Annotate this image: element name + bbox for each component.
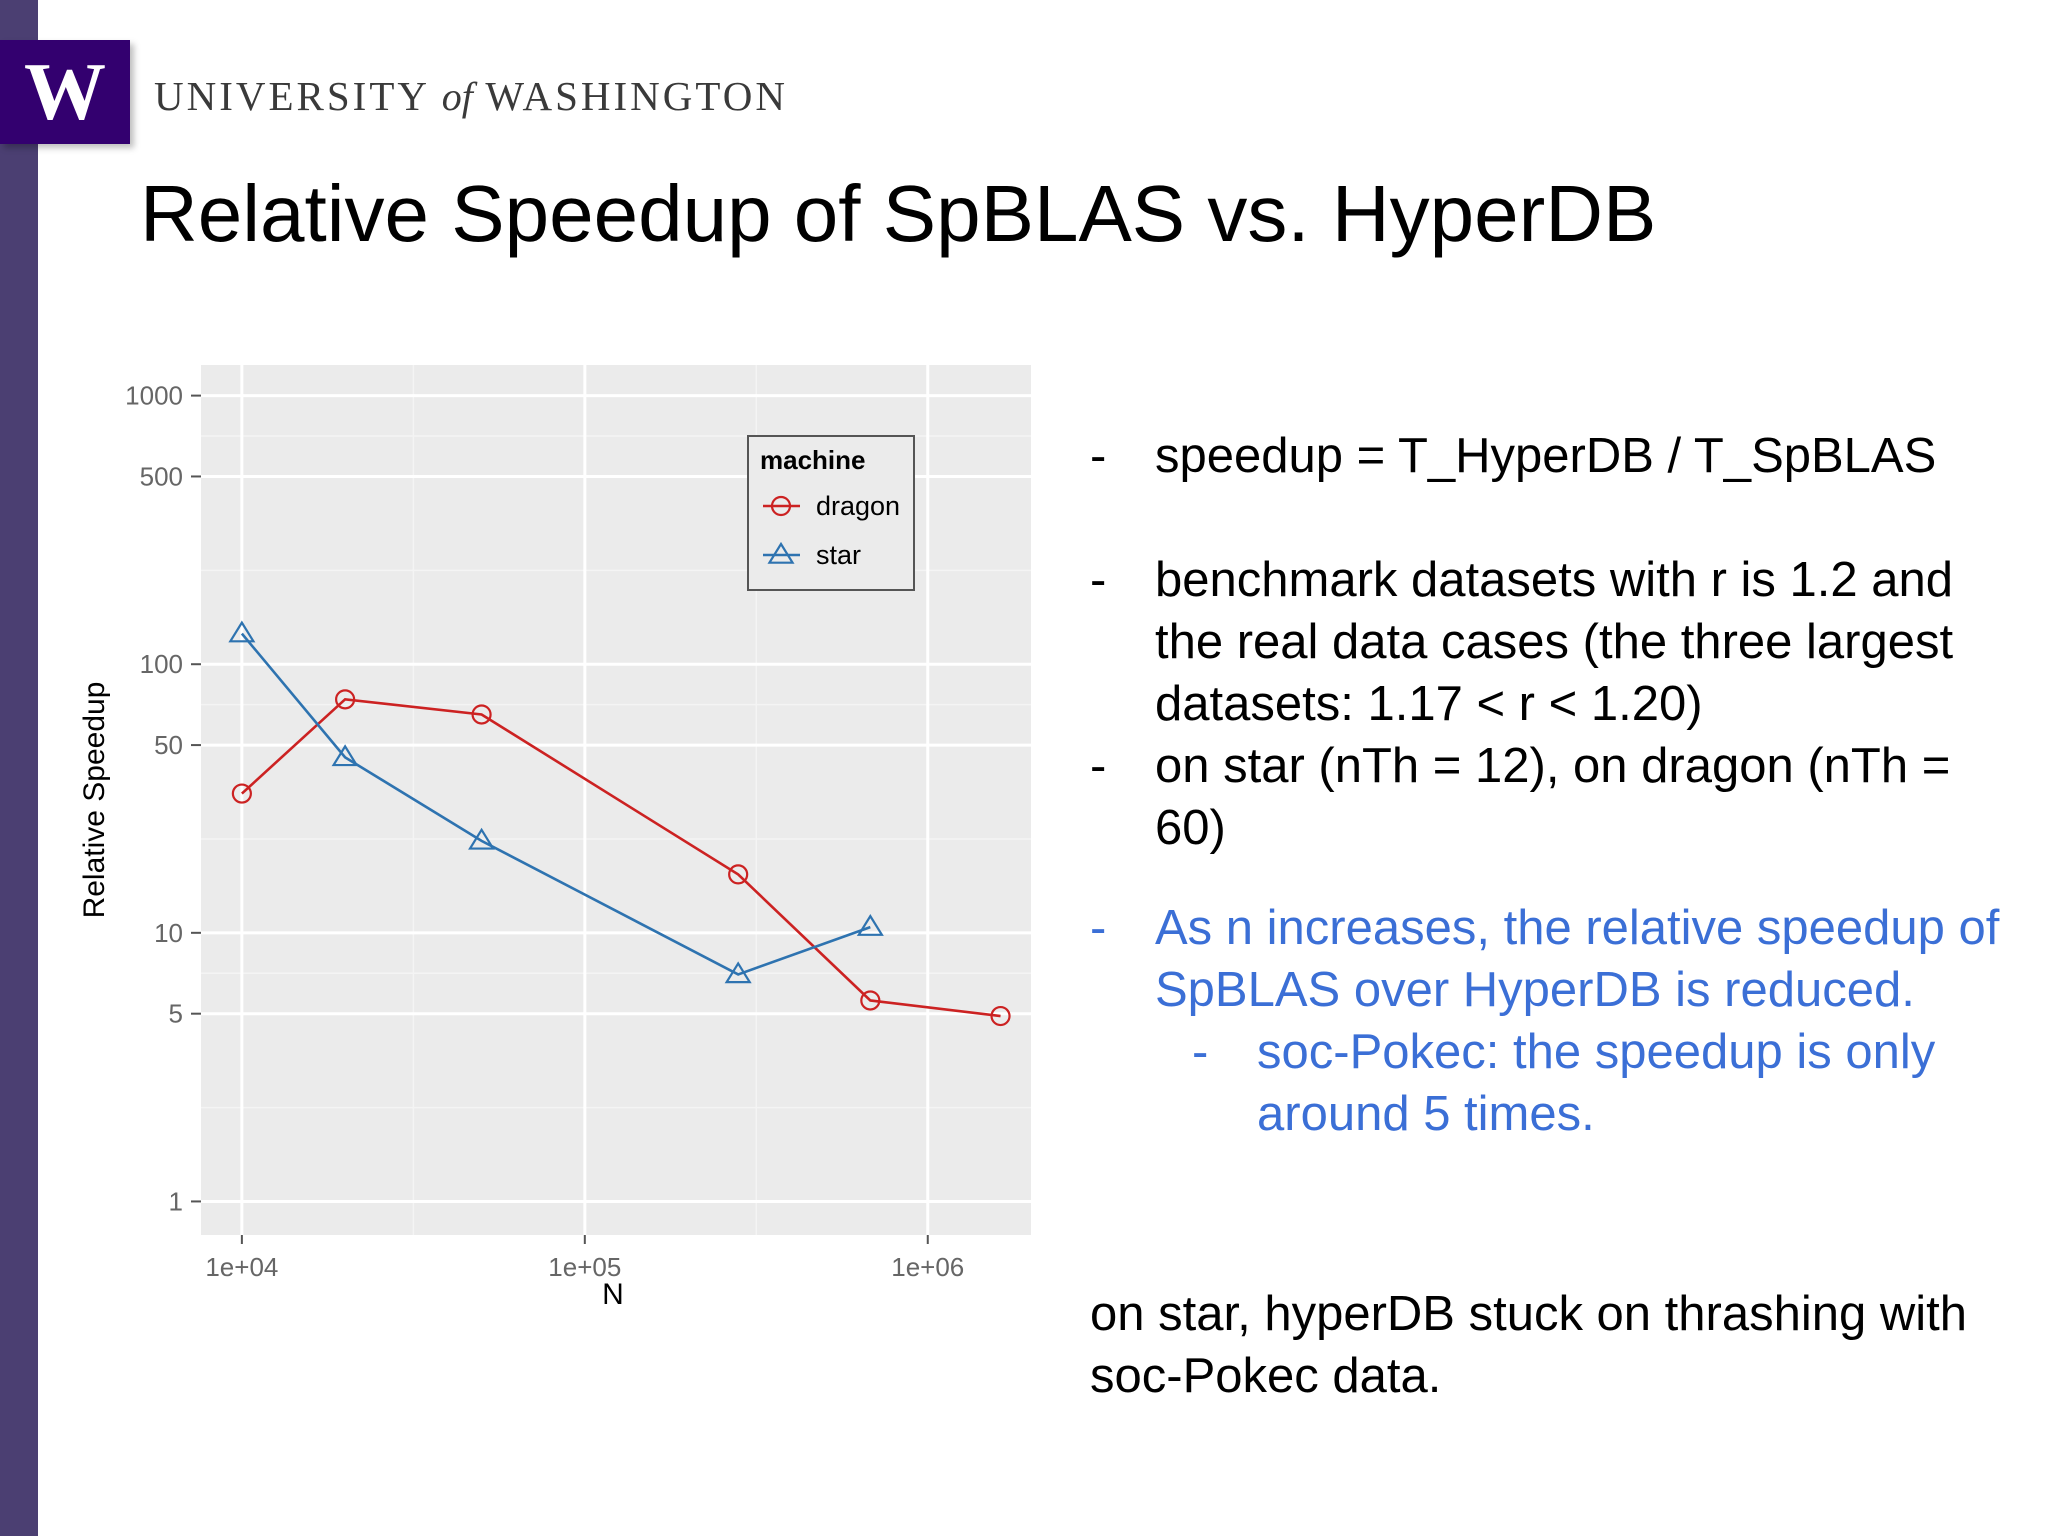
bullet-dash: - [1090,901,1107,955]
y-tick-label: 10 [154,918,183,948]
university-logo: W [0,40,130,144]
point-star [724,961,752,984]
legend-marker-dragon [770,495,792,517]
wordmark-university: UNIVERSITY [154,73,429,119]
legend-label-dragon: dragon [816,491,900,521]
speedup-chart: 1e+04 1e+05 1e+06 1 5 10 50 100 500 1000 machine d… [78,365,1031,1311]
point-dragon [471,704,492,725]
left-accent-bar [0,0,38,1536]
y-tick-label: 100 [140,649,183,679]
bullet-text: soc-Pokec: the speedup is only around 5 … [1257,1025,1936,1141]
line-star [240,632,871,976]
y-tick-label: 5 [169,999,183,1029]
bullet-dash: - [1090,739,1107,793]
x-axis-label: N [602,1278,624,1311]
legend-label-star: star [816,540,861,570]
legend-marker-star [767,541,795,564]
bullet-text: on star (nTh = 12), on dragon (nTh = 60) [1155,739,1951,855]
wordmark-washington: WASHINGTON [485,73,788,119]
point-dragon [728,864,749,885]
wordmark-of: of [441,74,473,119]
x-tick-label: 1e+04 [205,1252,278,1282]
bullet-speedup-definition: - speedup = T_HyperDB / T_SpBLAS [1090,425,2020,487]
bullet-speedup-reduced: - As n increases, the relative speedup o… [1090,897,2020,1021]
logo-letter: W [24,46,106,137]
grid-major [201,365,1031,1235]
y-tick-label: 500 [140,461,183,491]
y-tick-label: 1000 [125,381,183,411]
series-dragon [231,689,1011,1027]
legend: machine dragon star [747,435,915,591]
point-dragon [231,783,252,804]
closing-note: on star, hyperDB stuck on thrashing with… [1090,1287,1967,1403]
y-axis-label: Relative Speedup [78,682,111,919]
series-star [228,620,884,984]
point-star [331,744,359,767]
bullet-dash: - [1090,429,1107,483]
point-dragon [990,1005,1011,1027]
point-star [856,914,884,936]
axis-ticks: 1e+04 1e+05 1e+06 1 5 10 50 100 500 1000 [125,381,964,1282]
university-wordmark: UNIVERSITY of WASHINGTON [154,72,788,120]
bullet-dash: - [1090,553,1107,607]
bullet-dash: - [1192,1025,1209,1079]
line-dragon [240,697,1001,1018]
slide-title: Relative Speedup of SpBLAS vs. HyperDB [140,169,1657,258]
x-tick-label: 1e+05 [548,1252,621,1282]
point-dragon [860,990,881,1011]
y-tick-label: 1 [169,1186,183,1216]
bullet-text: benchmark datasets with r is 1.2 and the… [1155,553,1954,731]
legend-title: machine [760,445,866,475]
legend-item-star: star [763,540,861,570]
point-star [468,827,496,850]
point-star [228,620,256,643]
y-tick-label: 50 [154,730,183,760]
bullet-text: As n increases, the relative speedup of … [1155,901,2000,1017]
bullet-list: - speedup = T_HyperDB / T_SpBLAS - bench… [1090,425,2020,1145]
bullet-text: speedup = T_HyperDB / T_SpBLAS [1155,429,1937,483]
bullet-benchmark-datasets: - benchmark datasets with r is 1.2 and t… [1090,549,2020,735]
bullet-thread-counts: - on star (nTh = 12), on dragon (nTh = 6… [1090,735,2020,859]
point-dragon [335,689,356,710]
x-tick-label: 1e+06 [891,1252,964,1282]
legend-item-dragon: dragon [763,491,900,521]
sub-bullet-soc-pokec: - soc-Pokec: the speedup is only around … [1192,1021,2020,1145]
series-layer [228,620,1011,1027]
